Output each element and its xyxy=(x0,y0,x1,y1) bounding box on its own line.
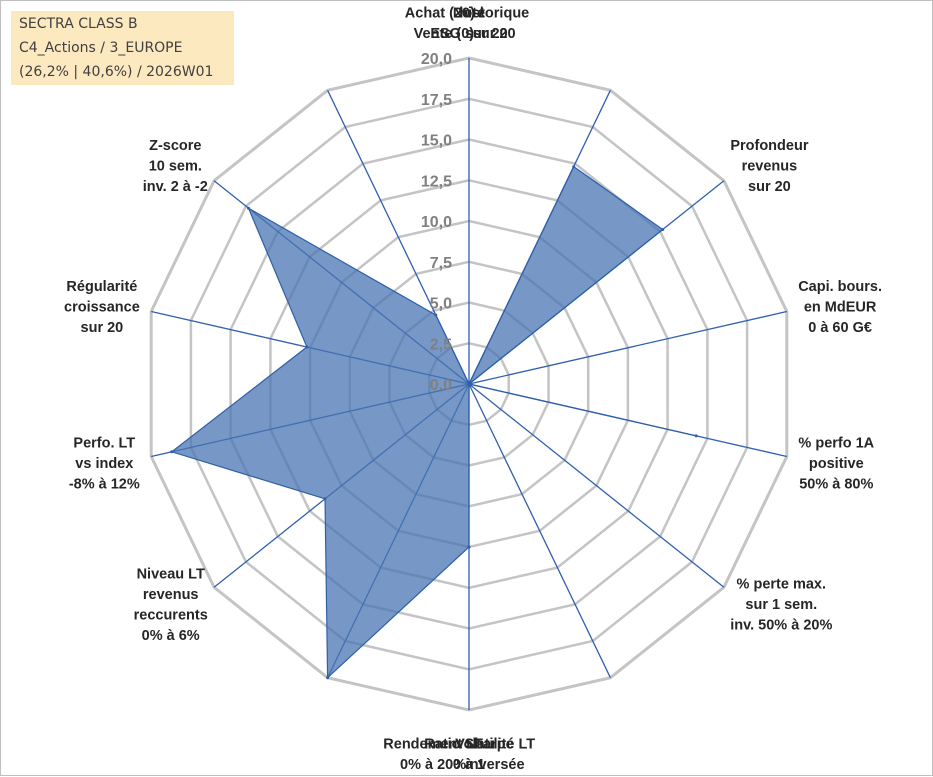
axis-label-line: Régularité xyxy=(66,279,137,295)
data-point xyxy=(661,228,665,231)
tick-label: 12,5 xyxy=(421,173,452,190)
data-point xyxy=(572,165,576,169)
tick-label: 10,0 xyxy=(421,214,452,231)
data-point xyxy=(323,497,327,501)
axis-label: Capi. bours. en MdEUR 0 à 60 G€ xyxy=(798,279,882,336)
axis-label-line: Note xyxy=(453,5,485,21)
axis-spoke xyxy=(468,310,787,385)
axis-label-line: % perfo 1A xyxy=(798,436,874,452)
tick-label: 5,0 xyxy=(430,296,452,313)
info-line-fund-name: SECTRA CLASS B xyxy=(19,16,138,32)
tick-label: 17,5 xyxy=(421,92,452,109)
data-point xyxy=(434,313,438,317)
axis-label-line: Volatilité LT xyxy=(455,736,535,752)
axis-label-line: revenus xyxy=(143,587,199,603)
axis-label: % perte max. sur 1 sem. inv. 50% à 20% xyxy=(730,577,832,634)
axis-label-line: 0% à 20% xyxy=(400,757,466,773)
axis-label-line: sur 20 xyxy=(748,179,791,195)
axis-label-line: 0% à 6% xyxy=(142,628,200,644)
axis-label-line: Ratio Sharpe xyxy=(424,736,513,752)
axis-label-line: Z-score xyxy=(149,138,201,154)
data-point xyxy=(305,345,309,349)
axis-label-line: historique xyxy=(459,5,529,21)
axis-label: Volatilité LTinversée40% à 0% xyxy=(455,736,535,777)
data-point xyxy=(247,206,250,210)
data-point xyxy=(694,434,698,438)
axis-label-line: inv. 50% à 20% xyxy=(730,618,832,634)
axis-label: MomentumAchat (20) /Vente (0) xyxy=(405,1,483,42)
axis-label-line: Profondeur xyxy=(730,138,808,154)
axis-label-line: Capi. bours. xyxy=(798,279,882,295)
axis-label: Perfo. LT vs index -8% à 12% xyxy=(69,436,140,493)
axis-label-line: Rendement LT xyxy=(383,736,483,752)
tick-label: 2,5 xyxy=(430,336,452,353)
info-line-category: C4_Actions / 3_EUROPE xyxy=(19,40,183,56)
axis-label: % perfo 1A positive 50% à 80% xyxy=(798,436,874,493)
axis-label: Régularité croissance sur 20 xyxy=(64,279,140,336)
axis-label: Z-score 10 sem. inv. 2 à -2 xyxy=(143,138,208,195)
axis-label-line: croissance xyxy=(64,299,140,315)
tick-label: 0,0 xyxy=(430,377,452,394)
axis-label-line: inversée xyxy=(466,757,525,773)
axis-label: Rendement LT 0% à 20% xyxy=(383,736,483,773)
data-point xyxy=(170,450,174,454)
axis-label-line: % perte max. xyxy=(737,577,826,593)
tick-label: 20,0 xyxy=(421,51,452,68)
axis-label-line: Perfo. LT xyxy=(73,436,135,452)
tick-label: 15,0 xyxy=(421,133,452,150)
axis-label: Ratio Sharpe 0 à 1 xyxy=(424,736,513,773)
axis-label-line: ESG sur 20 xyxy=(430,26,507,42)
axis-label-line: en MdEUR xyxy=(804,299,877,315)
axis-label-line: 0 à 1 xyxy=(453,757,485,773)
axis-spoke xyxy=(468,383,611,678)
tick-label: 7,5 xyxy=(430,255,452,272)
axis-label-line: sur 20 xyxy=(81,320,124,336)
axis-label-line: revenus xyxy=(742,158,798,174)
axis-label-line: inv. 2 à -2 xyxy=(143,179,208,195)
axis-label-line: Vente (0) xyxy=(414,26,475,42)
data-point xyxy=(326,676,330,680)
axis-label-line: positive xyxy=(809,456,864,472)
axis-label-line: reccurents xyxy=(134,608,208,624)
axis-label-line: sur 20 xyxy=(473,26,516,42)
axis-label-line: sur 1 sem. xyxy=(745,597,817,613)
axis-label-line: 10 sem. xyxy=(149,158,202,174)
info-box: SECTRA CLASS B C4_Actions / 3_EUROPE (26… xyxy=(11,11,234,85)
info-line-stats: (26,2% | 40,6%) / 2026W01 xyxy=(19,64,214,80)
axis-label: Note ESG sur 20 xyxy=(430,5,507,42)
axis-label: Niveau LT revenus reccurents 0% à 6% xyxy=(134,567,208,645)
axis-spoke xyxy=(468,383,725,588)
axis-label-line: Niveau LT xyxy=(137,567,205,583)
series-area xyxy=(170,165,697,680)
data-point xyxy=(467,545,471,549)
axis-label-line: 50% à 80% xyxy=(799,477,873,493)
axis-label-line: vs index xyxy=(75,456,133,472)
axis-label-line: Achat (20) / xyxy=(405,5,483,21)
axis-label: Profondeur revenus sur 20 xyxy=(730,138,808,195)
data-point xyxy=(467,382,471,386)
axis-label: Profondeurhistoriquesur 20 xyxy=(455,1,533,42)
axis-label-line: -8% à 12% xyxy=(69,477,140,493)
axis-label-line: 0 à 60 G€ xyxy=(808,320,872,336)
